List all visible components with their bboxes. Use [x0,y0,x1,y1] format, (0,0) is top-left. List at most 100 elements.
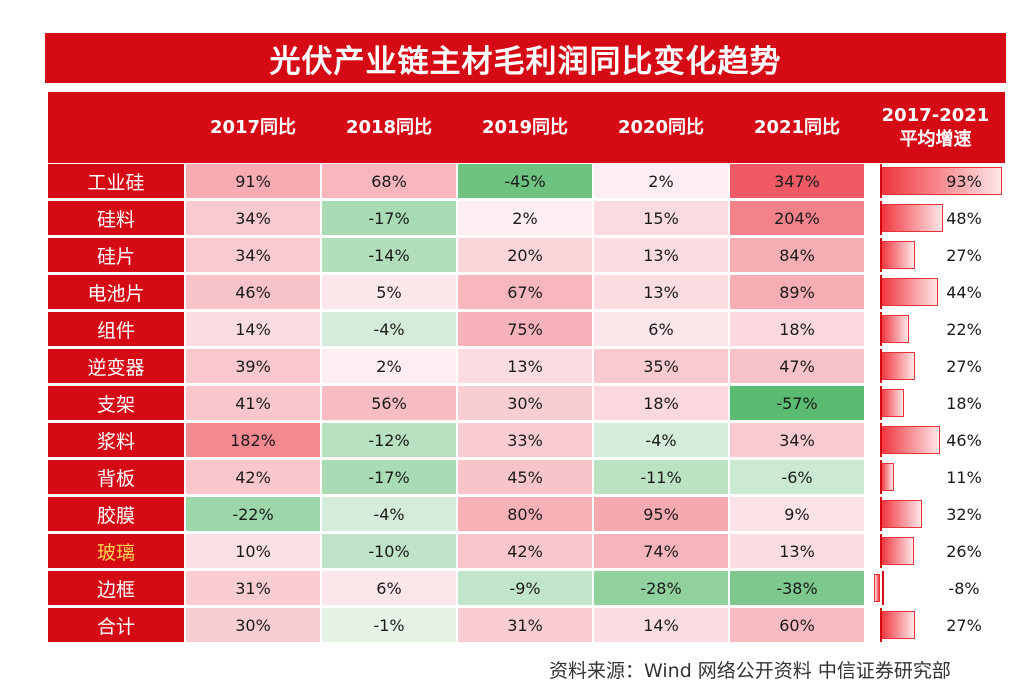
table-cell: 14% [186,312,320,346]
table-cell: -17% [322,460,456,494]
table-cell: 347% [730,164,864,198]
table-cell: -12% [322,423,456,457]
data-bar [874,574,880,602]
row-label: 工业硅 [48,164,184,198]
average-growth-cell: 93% [880,164,1005,198]
table-cell: 89% [730,275,864,309]
table-cell: 95% [594,497,728,531]
average-growth-cell: 11% [880,460,1005,494]
table-cell: 30% [186,608,320,642]
column-header-2019: 2019同比 [481,116,569,138]
data-bar-axis [880,238,882,272]
data-bar-value: 18% [946,393,982,413]
data-bar-value: 27% [946,245,982,265]
table-cell: 204% [730,201,864,235]
table-cell: 13% [730,534,864,568]
data-bar-value: 11% [946,467,982,487]
average-growth-cell: 22% [880,312,1005,346]
column-header-2017: 2017同比 [209,116,297,138]
data-bar-axis [882,571,884,605]
row-label: 边框 [48,571,184,605]
data-bar-value: -8% [948,578,980,598]
column-header-2020: 2020同比 [617,116,705,138]
table-cell: 10% [186,534,320,568]
data-bar-value: 27% [946,615,982,635]
table-cell: 13% [594,275,728,309]
table-cell: 45% [458,460,592,494]
table-cell: -28% [594,571,728,605]
data-bar-value: 27% [946,356,982,376]
row-label: 电池片 [48,275,184,309]
table-cell: 31% [458,608,592,642]
data-bar [880,241,916,269]
table-cell: 42% [458,534,592,568]
average-growth-cell: 18% [880,386,1005,420]
table-cell: -1% [322,608,456,642]
table-header: 2017同比 2018同比 2019同比 2020同比 2021同比 2017-… [48,92,1005,163]
table-cell: 56% [322,386,456,420]
row-label: 逆变器 [48,349,184,383]
data-bar [880,463,895,491]
table-cell: 13% [594,238,728,272]
table-cell: 74% [594,534,728,568]
table-cell: -38% [730,571,864,605]
table-cell: 13% [458,349,592,383]
average-growth-cell: 44% [880,275,1005,309]
data-bar [880,315,909,343]
table-cell: 46% [186,275,320,309]
table-cell: 30% [458,386,592,420]
data-bar-value: 93% [946,171,982,191]
table-cell: -4% [322,312,456,346]
average-growth-cell: 27% [880,238,1005,272]
table-cell: -6% [730,460,864,494]
table-cell: 2% [322,349,456,383]
data-bar-axis [880,312,882,346]
row-label: 背板 [48,460,184,494]
table-cell: 14% [594,608,728,642]
chart-title: 光伏产业链主材毛利润同比变化趋势 [45,33,1006,83]
table-cell: 2% [458,201,592,235]
data-bar-axis [880,608,882,642]
average-growth-cell: 27% [880,349,1005,383]
average-growth-cell: 32% [880,497,1005,531]
table-cell: 68% [322,164,456,198]
data-bar-axis [880,201,882,235]
data-bar-value: 44% [946,282,982,302]
table-cell: 182% [186,423,320,457]
table-cell: -22% [186,497,320,531]
table-cell: 9% [730,497,864,531]
data-bar [880,204,943,232]
table-cell: 80% [458,497,592,531]
data-table: 2017同比 2018同比 2019同比 2020同比 2021同比 2017-… [48,92,1005,642]
table-cell: 47% [730,349,864,383]
row-label: 组件 [48,312,184,346]
column-header-average-growth: 2017-2021 平均增速 [881,104,990,150]
table-cell: -4% [594,423,728,457]
table-cell: 5% [322,275,456,309]
table-cell: -9% [458,571,592,605]
table-cell: 34% [186,238,320,272]
row-label: 胶膜 [48,497,184,531]
table-cell: 35% [594,349,728,383]
table-cell: -57% [730,386,864,420]
data-bar-value: 32% [946,504,982,524]
row-label: 硅料 [48,201,184,235]
average-growth-cell: 48% [880,201,1005,235]
data-bar [880,426,941,454]
table-cell: 41% [186,386,320,420]
table-cell: 18% [594,386,728,420]
data-bar [880,352,916,380]
table-cell: 33% [458,423,592,457]
table-cell: 31% [186,571,320,605]
data-bar-value: 22% [946,319,982,339]
data-bar-axis [880,386,882,420]
data-bar-axis [880,460,882,494]
table-cell: 67% [458,275,592,309]
row-label: 支架 [48,386,184,420]
data-bar-axis [880,275,882,309]
row-label: 合计 [48,608,184,642]
data-bar-axis [880,349,882,383]
average-growth-cell: 27% [880,608,1005,642]
table-cell: 84% [730,238,864,272]
data-bar [880,500,922,528]
